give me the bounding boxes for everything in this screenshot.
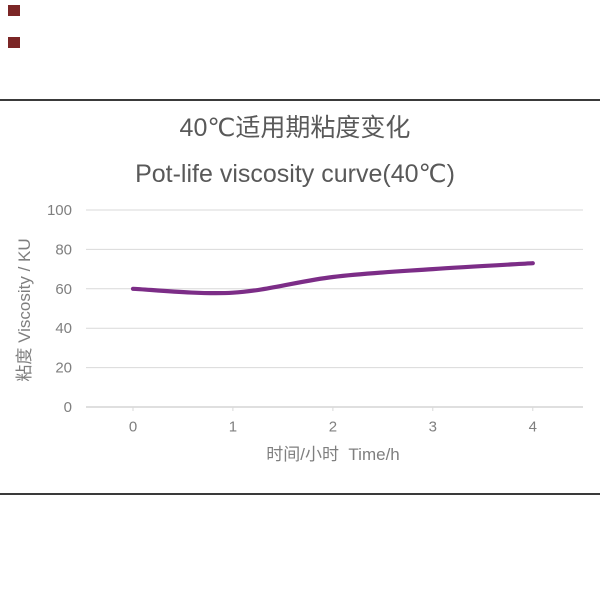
- broken-image-placeholder-icon: [8, 37, 20, 48]
- chart-title: 40℃适用期粘度变化: [179, 114, 411, 142]
- x-tick-label: 3: [429, 419, 437, 436]
- x-tick-label: 1: [229, 419, 237, 436]
- y-tick-label: 20: [55, 360, 72, 377]
- plot-area: 0 20 40 60 80 100 0 1 2 3 4 时间/小时 Time/h 粘度 Viscosit…: [15, 202, 583, 464]
- section-divider-top: [0, 99, 600, 101]
- section-divider-bottom: [0, 493, 600, 495]
- y-tick-label: 100: [47, 202, 72, 219]
- x-tick-label: 0: [129, 419, 137, 436]
- y-axis-title: 粘度 Viscosity / KU: [15, 238, 34, 381]
- x-tick-label: 2: [329, 419, 337, 436]
- broken-image-placeholder-icon: [8, 5, 20, 16]
- x-axis-title: 时间/小时 Time/h: [266, 445, 400, 464]
- y-tick-label: 60: [55, 281, 72, 298]
- y-tick-label: 0: [64, 399, 72, 416]
- y-tick-label: 80: [55, 241, 72, 258]
- chart-subtitle: Pot-life viscosity curve(40℃): [135, 160, 455, 188]
- x-tick-label: 4: [529, 419, 537, 436]
- y-tick-label: 40: [55, 320, 72, 337]
- viscosity-series-line: [130, 261, 535, 296]
